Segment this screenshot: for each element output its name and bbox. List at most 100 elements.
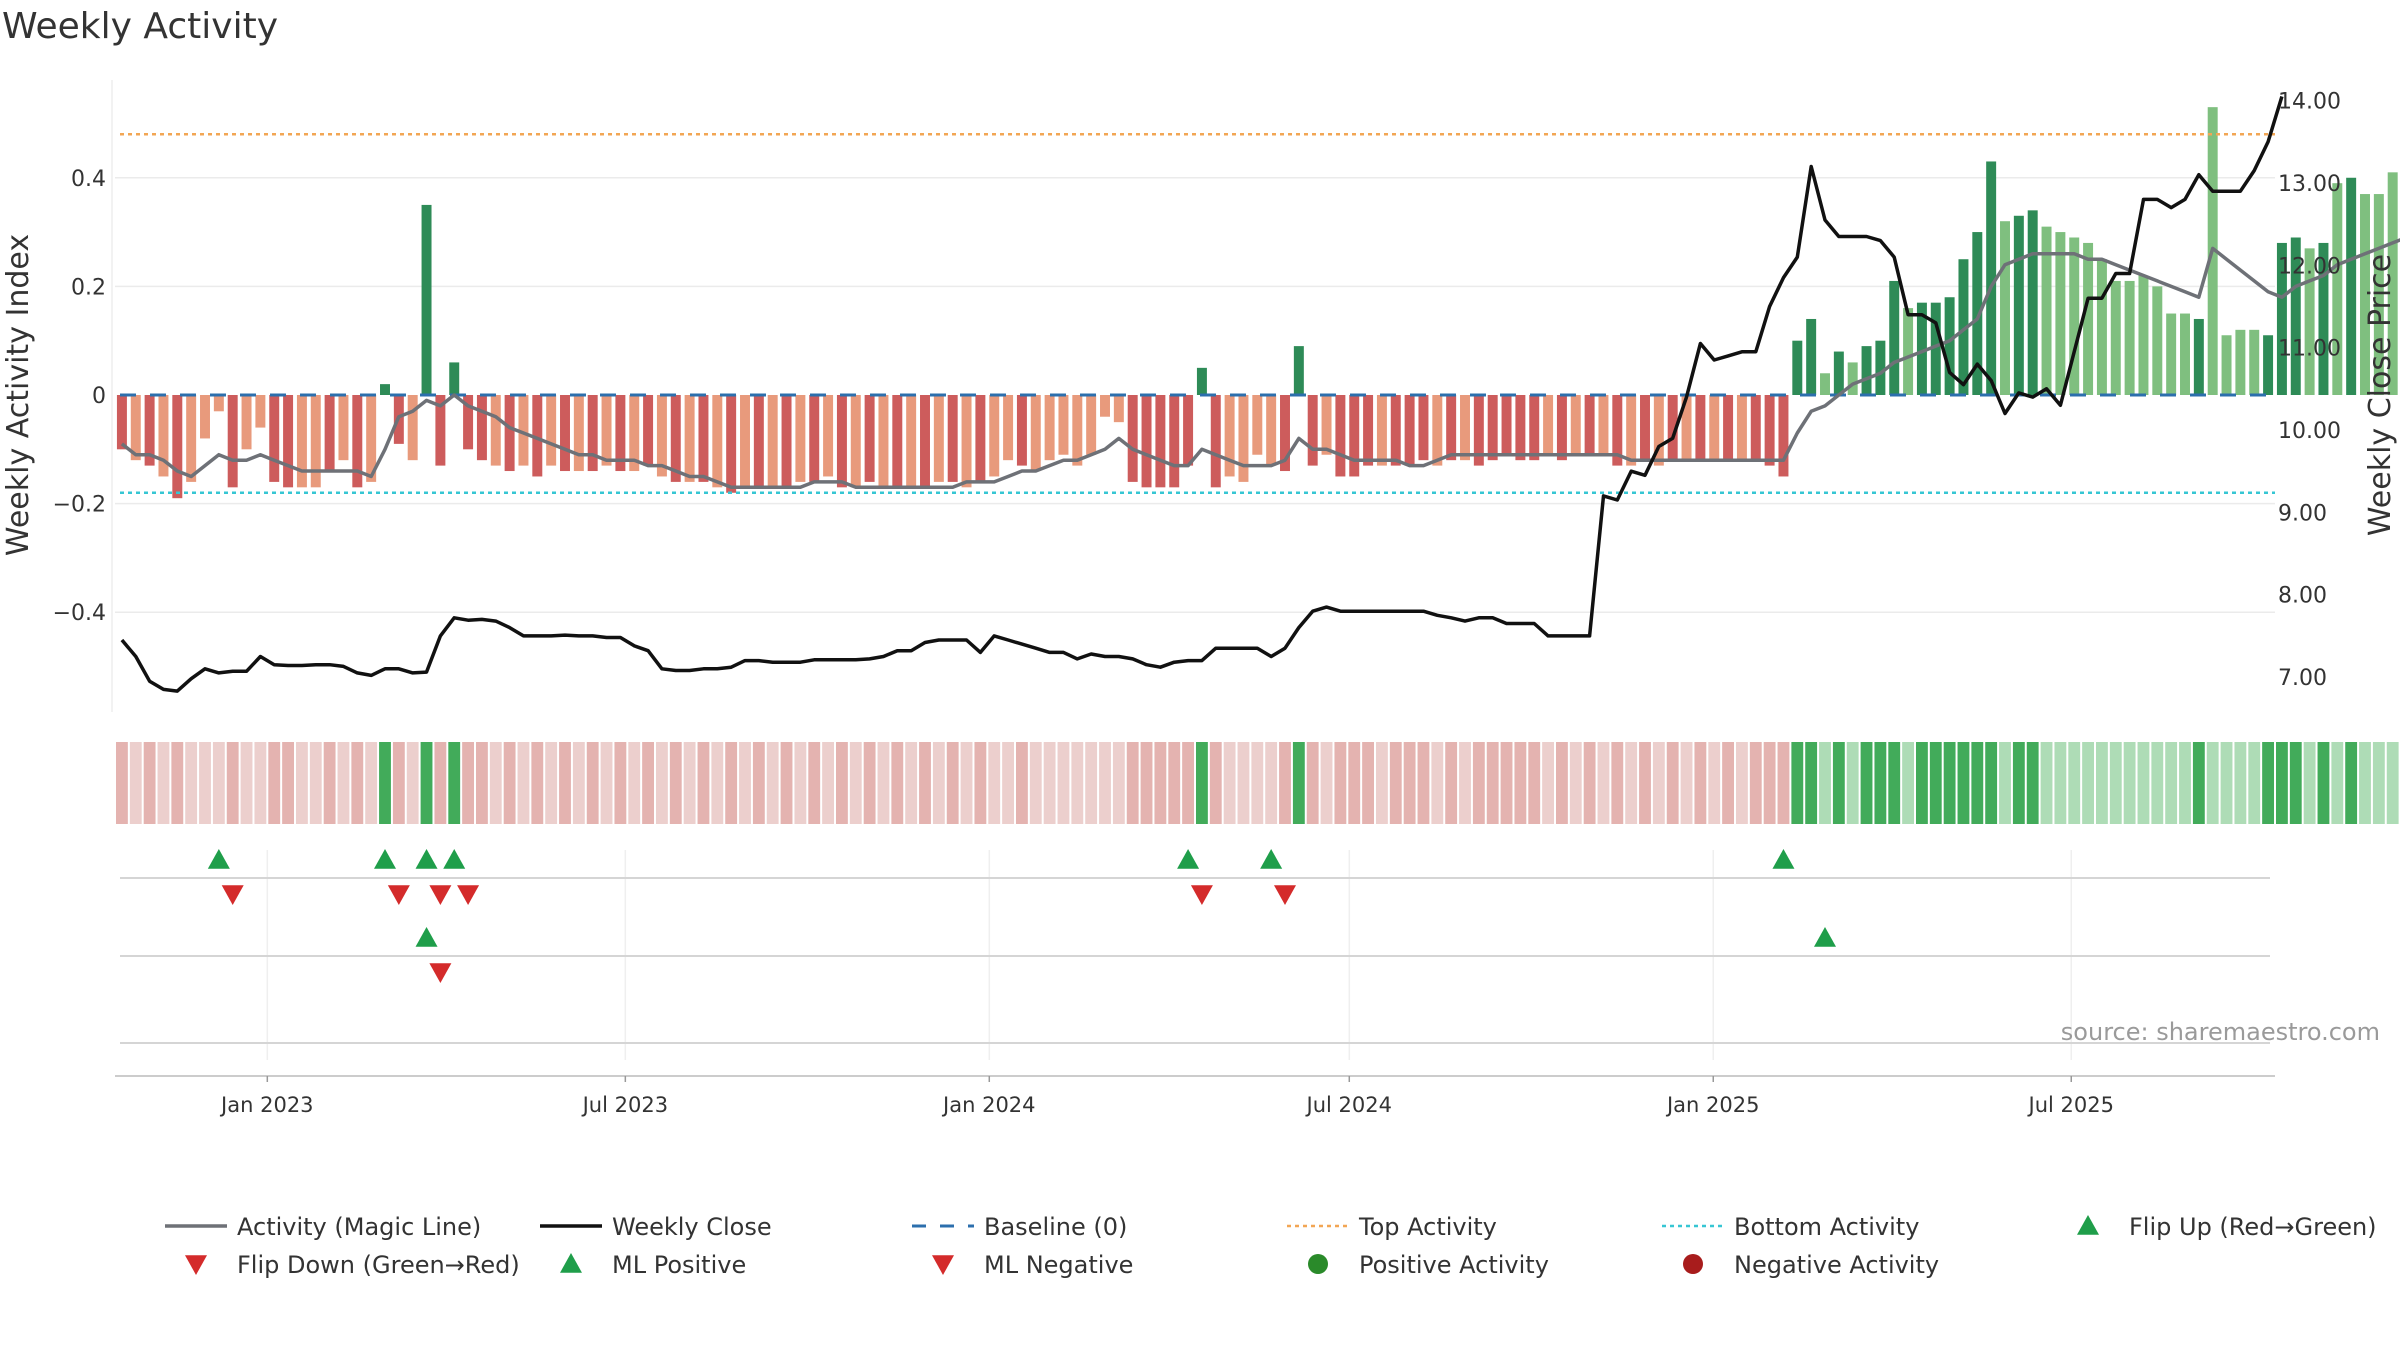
strip-cell [1085, 742, 1098, 824]
strip-cell [2276, 742, 2288, 824]
activity-bar [1252, 395, 1263, 455]
activity-bar [1916, 302, 1927, 395]
activity-bar [1695, 395, 1706, 461]
activity-bar [1473, 395, 1484, 466]
strip-cell [2331, 742, 2344, 824]
activity-bar [1736, 395, 1747, 461]
activity-bar [1612, 395, 1623, 466]
activity-bar [767, 395, 778, 488]
strip-cell [116, 742, 128, 824]
strip-cell [1874, 742, 1887, 824]
strip-cell [1209, 742, 1222, 824]
strip-cell [1099, 742, 1111, 824]
activity-bar [1764, 395, 1775, 466]
strip-cell [766, 742, 779, 824]
strip-cell [268, 742, 281, 824]
activity-bar [836, 395, 847, 488]
strip-cell [545, 742, 558, 824]
activity-bar [1529, 395, 1540, 461]
strip-cell [1334, 742, 1347, 824]
strip-cell [254, 742, 267, 824]
strip-cell [794, 742, 807, 824]
legend-label: Bottom Activity [1734, 1213, 1919, 1241]
strip-cell [2234, 742, 2247, 824]
strip-cell [1763, 742, 1776, 824]
y2-tick-label-6: 13.00 [2278, 172, 2341, 197]
strip-cell [2012, 742, 2025, 824]
activity-bar [2166, 313, 2177, 395]
x-tick-label-4: Jan 2025 [1665, 1093, 1760, 1117]
source-label: source: sharemaestro.com [2061, 1018, 2380, 1046]
weekly-close-line [120, 95, 2284, 693]
activity-bar [532, 395, 543, 477]
down-marker [221, 885, 244, 905]
activity-bar [2373, 194, 2384, 395]
activity-bar [1889, 280, 1900, 395]
y2-axis-label: Weekly Close Price [2363, 254, 2398, 536]
activity-bar [712, 395, 723, 488]
strip-cell [656, 742, 668, 824]
activity-bar [2193, 318, 2204, 395]
legend: Activity (Magic Line) Weekly Close Baselin… [165, 1213, 2377, 1279]
strip-cell [1472, 742, 1485, 824]
activity-bar [1404, 395, 1415, 466]
activity-bar [1792, 340, 1803, 395]
activity-bar [1266, 395, 1277, 466]
strip-cell [711, 742, 724, 824]
down-marker [1274, 885, 1296, 905]
activity-bar [324, 395, 335, 472]
legend-swatch-circle [1683, 1254, 1703, 1274]
reference-lines [120, 133, 2275, 495]
activity-bar [920, 395, 930, 488]
activity-bar [1667, 395, 1678, 461]
activity-bar [2069, 237, 2080, 395]
activity-bar [1307, 395, 1318, 466]
legend-swatch-triangle [185, 1255, 207, 1275]
strip-cell [1597, 742, 1610, 824]
y-tick-label-2: 0 [92, 384, 106, 409]
strip-cell [614, 742, 627, 824]
grid-layer [115, 177, 2275, 1060]
activity-bar [476, 395, 487, 461]
activity-bar [1238, 395, 1249, 482]
legend-item-7: ML Positive [560, 1251, 746, 1279]
strip-cell [323, 742, 336, 824]
strip-cell [2040, 742, 2053, 824]
strip-cell [2386, 742, 2399, 824]
activity-bar [1972, 232, 1983, 395]
activity-bar [1930, 302, 1941, 395]
strip-cell [2303, 742, 2316, 824]
activity-bar [1321, 395, 1332, 455]
strip-cell [1237, 742, 1250, 824]
activity-bar [1127, 395, 1138, 482]
strip-cell [462, 742, 474, 824]
y2-tick-label-0: 7.00 [2278, 666, 2327, 691]
activity-bar [2304, 248, 2315, 395]
strip-cell [1819, 742, 1831, 824]
x-tick-label-5: Jul 2025 [2027, 1093, 2114, 1117]
strip-cell [1279, 742, 1291, 824]
strip-cell [226, 742, 239, 824]
activity-bar [1653, 395, 1664, 466]
strip-cell [2192, 742, 2205, 824]
signal-markers [207, 849, 1836, 983]
activity-strip [116, 742, 2399, 824]
y-tick-label-4: 0.4 [71, 167, 106, 192]
strip-cell [1722, 742, 1734, 824]
strip-cell [1652, 742, 1665, 824]
strip-cell [572, 742, 585, 824]
activity-bar [1875, 340, 1886, 395]
activity-bar [560, 395, 570, 472]
y-tick-label-0: −0.4 [53, 601, 106, 626]
up-marker [415, 849, 438, 869]
series-lines [120, 95, 2400, 693]
activity-bar [753, 395, 764, 488]
strip-cell [849, 742, 862, 824]
activity-bar [2138, 275, 2149, 395]
strip-cell [2179, 742, 2191, 824]
y2-tick-label-4: 11.00 [2278, 337, 2341, 362]
activity-bar [2387, 172, 2398, 395]
x-tick-label-3: Jul 2024 [1305, 1093, 1392, 1117]
strip-cell [1140, 742, 1153, 824]
activity-bar [1086, 395, 1097, 455]
